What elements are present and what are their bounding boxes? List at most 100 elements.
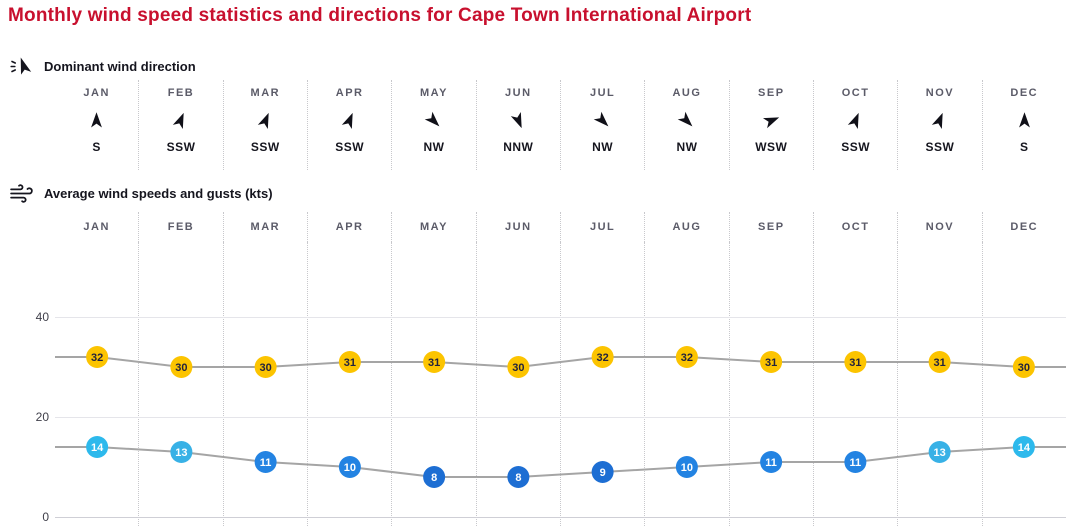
gusts-point: 31 <box>844 351 867 373</box>
direction-cell: NOV SSW <box>898 80 983 170</box>
direction-cell: JUL NW <box>561 80 646 170</box>
direction-label: NNW <box>503 140 534 154</box>
svg-text:11: 11 <box>765 457 777 469</box>
svg-text:10: 10 <box>344 462 356 474</box>
direction-cell: JUN NNW <box>477 80 561 170</box>
wind-arrow-icon <box>761 110 782 133</box>
month-label: APR <box>335 87 364 99</box>
y-gridline <box>55 417 1066 418</box>
svg-text:31: 31 <box>934 357 946 369</box>
month-label: JAN <box>83 87 110 99</box>
svg-text:30: 30 <box>1018 362 1030 374</box>
month-label: AUG <box>672 87 702 99</box>
svg-text:30: 30 <box>512 362 524 374</box>
gusts-point: 32 <box>591 346 614 368</box>
chart-month-label: AUG <box>645 212 730 242</box>
svg-text:11: 11 <box>850 457 862 469</box>
svg-text:14: 14 <box>1018 442 1031 454</box>
chart-month-label: NOV <box>898 212 983 242</box>
direction-cell: FEB SSW <box>139 80 224 170</box>
wind-point: 10 <box>675 456 698 478</box>
wind-point: 8 <box>423 466 446 488</box>
month-label: MAY <box>420 87 448 99</box>
wind-arrow-icon <box>86 110 107 133</box>
svg-text:13: 13 <box>175 447 187 459</box>
svg-text:31: 31 <box>765 357 777 369</box>
direction-label: S <box>92 140 101 154</box>
wind-arrow-icon <box>676 110 697 133</box>
svg-text:9: 9 <box>600 467 606 479</box>
chart-month-header: JAN FEB MAR APR MAY JUN JUL AUG SEP OCT NOV DEC <box>55 212 1066 242</box>
wind-arrow-icon <box>255 110 276 133</box>
wind-arrow-icon <box>592 110 613 133</box>
y-gridline <box>55 517 1066 518</box>
wind-point: 13 <box>928 441 951 463</box>
gusts-point: 30 <box>170 356 193 378</box>
wind-point: 11 <box>844 451 867 473</box>
wind-speed-chart: JAN FEB MAR APR MAY JUN JUL AUG SEP OCT NOV DEC 0 20… <box>36 212 1066 526</box>
direction-label: SSW <box>841 140 871 154</box>
gusts-point: 30 <box>507 356 530 378</box>
month-label: NOV <box>925 87 955 99</box>
gusts-point: 31 <box>423 351 446 373</box>
chart-gridlines <box>55 242 1066 526</box>
chart-month-label: SEP <box>730 212 814 242</box>
wind-line <box>55 446 1066 478</box>
chart-month-label: DEC <box>1010 221 1039 233</box>
y-axis-tick: 20 <box>35 410 49 424</box>
direction-cell: SEP WSW <box>730 80 814 170</box>
direction-cell: JAN S <box>55 80 140 170</box>
gusts-point: 31 <box>928 351 951 373</box>
month-label: OCT <box>841 87 870 99</box>
direction-cell: DEC S <box>983 80 1066 170</box>
svg-text:8: 8 <box>515 472 521 484</box>
wind-point: 14 <box>86 436 109 458</box>
svg-text:13: 13 <box>934 447 946 459</box>
month-label: DEC <box>1010 87 1039 99</box>
svg-text:32: 32 <box>597 352 609 364</box>
month-label: SEP <box>758 87 785 99</box>
wind-point: 14 <box>1012 436 1035 458</box>
direction-section-header: Dominant wind direction <box>8 53 196 79</box>
chart-month-label: APR <box>308 212 393 242</box>
wind-point: 8 <box>507 466 530 488</box>
wind-arrow-icon <box>508 110 529 133</box>
chart-month-label: FEB <box>139 212 224 242</box>
direction-label: SSW <box>166 140 196 154</box>
grid-column <box>814 242 899 526</box>
month-label: JUN <box>505 87 532 99</box>
svg-text:8: 8 <box>431 472 437 484</box>
chart-month-label: JAN <box>55 212 140 242</box>
direction-cell: AUG NW <box>645 80 730 170</box>
wind-direction-icon <box>8 53 34 79</box>
chart-month-label: MAR <box>224 212 308 242</box>
direction-cell: MAR SSW <box>224 80 308 170</box>
chart-month-label: MAY <box>392 212 477 242</box>
gusts-point: 30 <box>254 356 277 378</box>
wind-gust-icon <box>8 180 34 206</box>
month-label: MAR <box>250 87 281 99</box>
wind-point: 11 <box>254 451 277 473</box>
grid-column <box>392 242 477 526</box>
svg-text:30: 30 <box>175 362 187 374</box>
svg-text:10: 10 <box>681 462 693 474</box>
y-gridline <box>55 317 1066 318</box>
gusts-point: 30 <box>1012 356 1035 378</box>
wind-point: 11 <box>760 451 783 473</box>
grid-column <box>898 242 983 526</box>
svg-text:32: 32 <box>681 352 693 364</box>
svg-text:31: 31 <box>849 357 861 369</box>
svg-text:31: 31 <box>344 357 356 369</box>
wind-arrow-icon <box>1014 110 1035 133</box>
grid-column <box>477 242 561 526</box>
direction-cell: APR SSW <box>308 80 393 170</box>
direction-label: SSW <box>335 140 365 154</box>
wind-arrow-icon <box>339 110 360 133</box>
svg-text:32: 32 <box>91 352 103 364</box>
direction-label: NW <box>676 140 698 154</box>
month-label: JUL <box>589 87 616 99</box>
speed-section-title: Average wind speeds and gusts (kts) <box>44 185 273 201</box>
chart-month-label: JUN <box>477 212 561 242</box>
grid-column <box>645 242 730 526</box>
gusts-point: 31 <box>760 351 783 373</box>
